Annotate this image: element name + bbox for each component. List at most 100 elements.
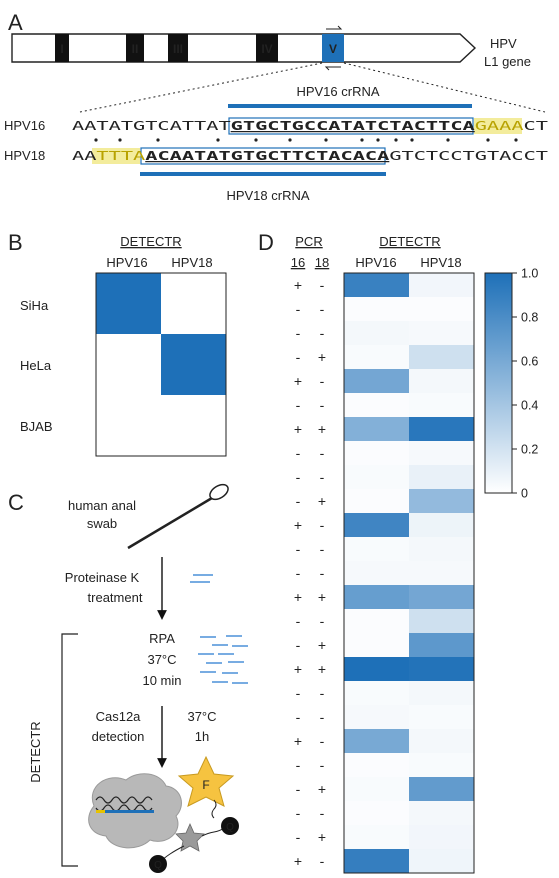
panel-d-cell-hpv18 [409, 609, 474, 633]
pcr18-sign: - [320, 397, 325, 413]
pcr18-sign: - [320, 757, 325, 773]
panel-b-cell [96, 273, 161, 334]
fluorophore-star-icon [177, 755, 235, 807]
pcr-col-18: 18 [315, 255, 329, 270]
colorbar-tick-label: 0.2 [521, 443, 538, 457]
exon-v-label: V [329, 42, 337, 56]
seq18-pam: TTTA [96, 149, 146, 163]
pcr16-sign: - [296, 781, 301, 797]
panel-d-cell-hpv18 [409, 657, 474, 681]
detectr-bracket-label: DETECTR [28, 721, 43, 782]
panel-d-col-hpv16: HPV16 [355, 255, 396, 270]
primer-forward-arrow [326, 25, 343, 30]
pcr16-sign: + [294, 517, 302, 533]
pcr18-sign: - [320, 445, 325, 461]
seq18-name: HPV18 [4, 148, 45, 163]
pcr16-sign: - [296, 325, 301, 341]
proteinase-label-2: treatment [88, 590, 143, 605]
pcr16-sign: + [294, 733, 302, 749]
pcr16-sign: - [296, 637, 301, 653]
panel-b: B DETECTR HPV16 HPV18 SiHa HeLa BJAB [8, 230, 227, 457]
panel-d-cell-hpv18 [409, 369, 474, 393]
panel-b-frame [95, 272, 227, 457]
panel-d-col-hpv18: HPV18 [420, 255, 461, 270]
swab-label-1: human anal [68, 498, 136, 513]
pcr18-sign: + [318, 421, 326, 437]
panel-d-cell-hpv18 [409, 537, 474, 561]
pcr18-sign: - [320, 541, 325, 557]
pcr18-sign: - [320, 709, 325, 725]
dna-fragments-1 [190, 574, 213, 583]
pcr18-sign: - [320, 733, 325, 749]
pcr18-sign: - [320, 517, 325, 533]
seq16-pam-highlight [474, 118, 522, 134]
primer-reverse-arrow [324, 66, 341, 71]
fluorophore-label: F [202, 778, 209, 792]
pcr18-sign: + [318, 589, 326, 605]
seq18-target: ACAATATGTGCTTCTACACA [145, 149, 390, 163]
panel-d-detectr-header: DETECTR [379, 234, 440, 249]
pcr18-sign: + [318, 349, 326, 365]
colorbar-tick-label: 0.6 [521, 355, 538, 369]
panel-d-cell-hpv18 [409, 849, 474, 873]
crrna-strand-icon [104, 810, 154, 813]
panel-b-cell [161, 273, 226, 334]
pcr18-sign: - [320, 613, 325, 629]
seq18-pre: AA [72, 149, 98, 163]
panel-b-row-bjab: BJAB [20, 419, 53, 434]
pcr16-sign: + [294, 421, 302, 437]
panel-d-cell-hpv16 [344, 633, 409, 657]
pcr16-sign: - [296, 565, 301, 581]
panel-b-row-siha: SiHa [20, 298, 49, 313]
exon-iv-label: IV [261, 42, 272, 56]
swab-stick [127, 496, 213, 550]
cas-label-1: Cas12a [96, 709, 142, 724]
pcr-col-16: 16 [291, 255, 305, 270]
seq16-pre: AATATGTCATTAT [72, 119, 232, 133]
pcr16-sign: - [296, 493, 301, 509]
panel-d-cell-hpv18 [409, 393, 474, 417]
panel-d-cell-hpv18 [409, 297, 474, 321]
panel-d-cell-hpv16 [344, 321, 409, 345]
reporter-linker-2 [201, 827, 225, 837]
pcr16-sign: + [294, 853, 302, 869]
panel-d-cell-hpv16 [344, 585, 409, 609]
panel-d-cell-hpv18 [409, 465, 474, 489]
panel-d-cell-hpv16 [344, 657, 409, 681]
pcr16-sign: - [296, 469, 301, 485]
panel-d-cell-hpv16 [344, 705, 409, 729]
panel-d-cell-hpv18 [409, 489, 474, 513]
panel-d-cell-hpv18 [409, 585, 474, 609]
zoom-line-left [79, 62, 323, 113]
rpa-label-1: RPA [149, 631, 175, 646]
panel-b-header: DETECTR [120, 234, 181, 249]
panel-d-cell-hpv18 [409, 561, 474, 585]
crrna16-label: HPV16 crRNA [296, 84, 379, 99]
exon-iii-label: III [173, 42, 183, 56]
pcr18-sign: + [318, 781, 326, 797]
panel-d-cell-hpv18 [409, 777, 474, 801]
seq18-post: GTCTCCTGTACCT [389, 149, 549, 163]
panel-d-cell-hpv18 [409, 753, 474, 777]
detectr-bracket [61, 633, 78, 867]
panel-b-letter: B [8, 230, 23, 255]
pcr18-sign: - [320, 301, 325, 317]
pcr16-sign: - [296, 805, 301, 821]
panel-d-cell-hpv16 [344, 441, 409, 465]
panel-d-cell-hpv16 [344, 777, 409, 801]
exon-iii-box [168, 34, 188, 62]
exon-v-box [322, 34, 344, 62]
panel-a: A I II III IV V HPV L1 gene HPV16 crRNA … [4, 10, 549, 203]
seq16-sequence: AATATGTCATTAT GTGCTGCCATATCTACTTCA GAAA CT [72, 119, 549, 133]
pcr18-sign: + [318, 493, 326, 509]
panel-b-cell [96, 395, 161, 456]
cas-time: 1h [195, 729, 209, 744]
proteinase-label-1: Proteinase K [65, 570, 140, 585]
pcr16-sign: - [296, 301, 301, 317]
pcr16-sign: - [296, 349, 301, 365]
colorbar [484, 272, 513, 494]
pcr16-sign: - [296, 709, 301, 725]
gene-label-hpv: HPV [490, 36, 517, 51]
panel-d-cell-hpv16 [344, 489, 409, 513]
